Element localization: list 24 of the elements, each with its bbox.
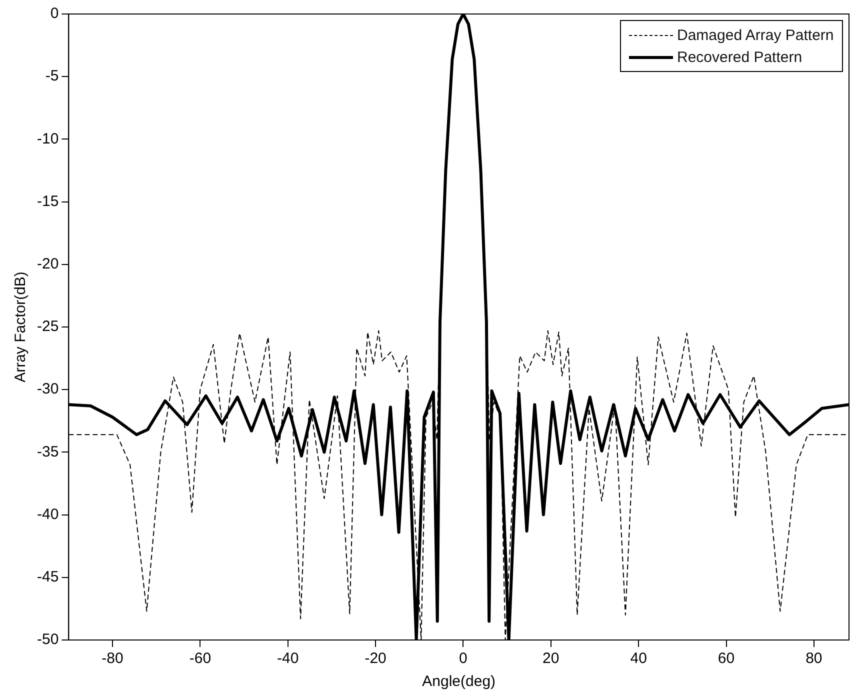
y-tick-label: -45 xyxy=(36,568,59,586)
y-tick-label: -10 xyxy=(36,130,59,148)
x-tick-label: 0 xyxy=(459,650,468,668)
x-tick-label: 60 xyxy=(718,650,735,668)
y-tick-label: -20 xyxy=(36,256,59,273)
x-tick-label: -20 xyxy=(364,650,386,668)
x-tick-label: 20 xyxy=(542,650,560,668)
x-axis-title: Angle(deg) xyxy=(422,673,496,690)
y-tick-label: -40 xyxy=(36,506,59,523)
y-tick-label: -5 xyxy=(45,68,59,85)
y-tick-label: -30 xyxy=(36,380,59,398)
x-tick-label: -40 xyxy=(277,650,299,668)
y-tick-label: -35 xyxy=(36,443,59,460)
y-tick-label: -25 xyxy=(36,318,59,336)
legend-label: Recovered Pattern xyxy=(677,48,802,66)
x-tick-label: -60 xyxy=(189,650,212,668)
x-tick-label: 80 xyxy=(806,650,822,668)
x-tick-label: -80 xyxy=(102,650,124,668)
y-axis-title: Array Factor(dB) xyxy=(12,272,30,382)
x-tick-label: 40 xyxy=(630,650,647,668)
legend-label: Damaged Array Pattern xyxy=(677,26,834,44)
y-tick-label: 0 xyxy=(50,5,59,22)
y-tick-label: -50 xyxy=(36,631,59,648)
y-tick-label: -15 xyxy=(36,192,59,210)
